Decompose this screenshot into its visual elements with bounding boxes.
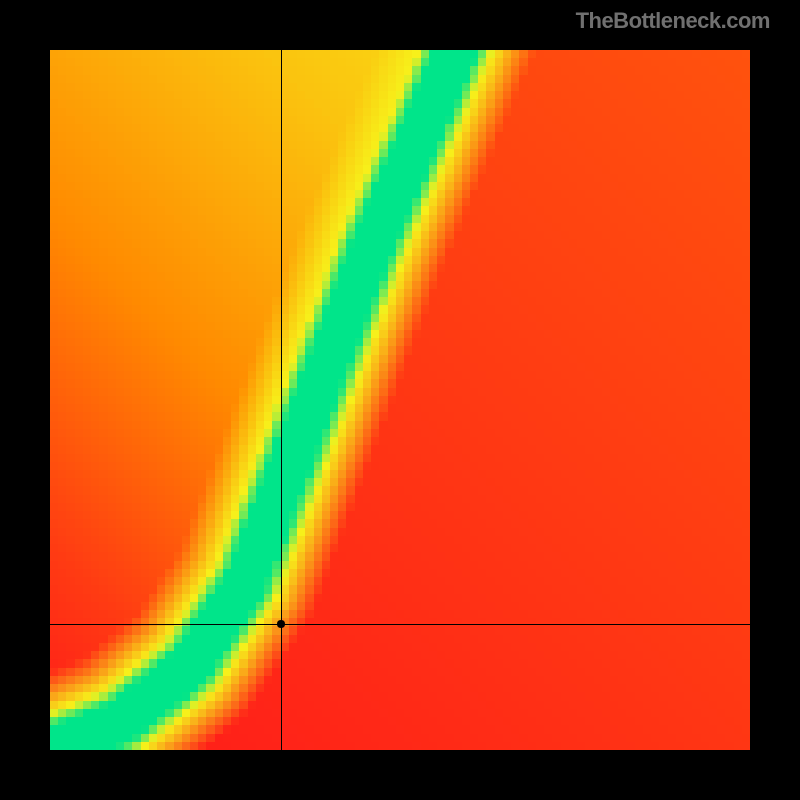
bottleneck-heatmap xyxy=(50,50,750,750)
watermark-text: TheBottleneck.com xyxy=(576,8,770,34)
root: TheBottleneck.com xyxy=(0,0,800,800)
